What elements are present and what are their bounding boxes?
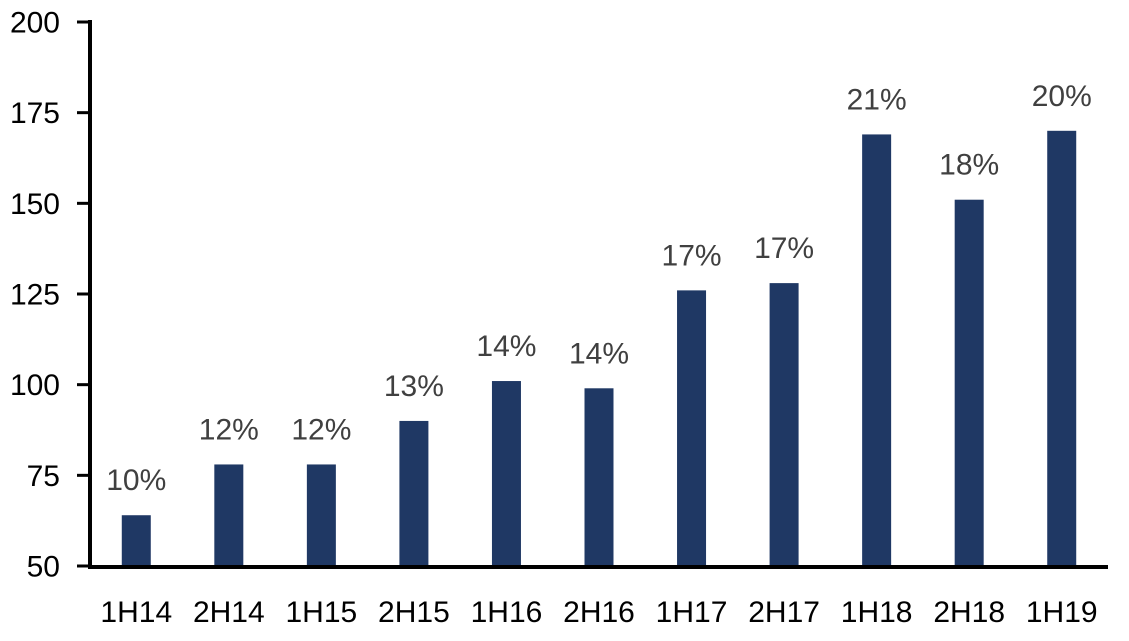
bar-data-label: 13% [384,370,444,403]
bar-data-label: 12% [199,413,259,446]
x-axis-category-label: 1H18 [841,596,913,629]
x-axis-category-label: 1H17 [656,596,728,629]
x-axis-category-label: 2H17 [748,596,820,629]
bar-1h19 [1047,130,1077,567]
bar-2h15 [399,420,429,566]
bar-2h14 [214,464,244,566]
x-axis-category-label: 1H19 [1026,596,1098,629]
bar-data-label: 18% [939,149,999,182]
bar-data-label: 12% [291,413,351,446]
bar-2h18 [954,199,984,566]
bar-2h16 [584,388,614,566]
bar-data-label: 10% [106,464,166,497]
y-axis-tick-label: 100 [10,369,60,402]
bar-data-label: 14% [569,337,629,370]
bar-1h18 [862,134,892,566]
x-axis-category-label: 1H14 [100,596,172,629]
bar-1h16 [491,381,521,566]
y-axis-tick-label: 50 [27,551,60,584]
x-axis-category-label: 2H16 [563,596,635,629]
bar-2h17 [769,283,799,566]
x-axis-category-label: 2H18 [933,596,1005,629]
x-axis-category-label: 2H14 [193,596,265,629]
bar-1h17 [677,290,707,566]
x-axis-category-label: 1H16 [471,596,543,629]
bar-data-label: 17% [754,232,814,265]
y-axis-tick-label: 150 [10,188,60,221]
bar-data-label: 17% [662,239,722,272]
x-axis-category-label: 2H15 [378,596,450,629]
bar-data-label: 20% [1032,80,1092,113]
y-axis-tick-label: 125 [10,279,60,312]
bar-data-label: 14% [476,330,536,363]
bar-1h15 [306,464,336,566]
bar-data-label: 21% [847,83,907,116]
y-axis-tick-label: 75 [27,460,60,493]
y-axis-tick-label: 175 [10,97,60,130]
x-axis-category-label: 1H15 [286,596,358,629]
y-axis-tick-label: 200 [10,7,60,40]
bar-1h14 [121,515,151,566]
